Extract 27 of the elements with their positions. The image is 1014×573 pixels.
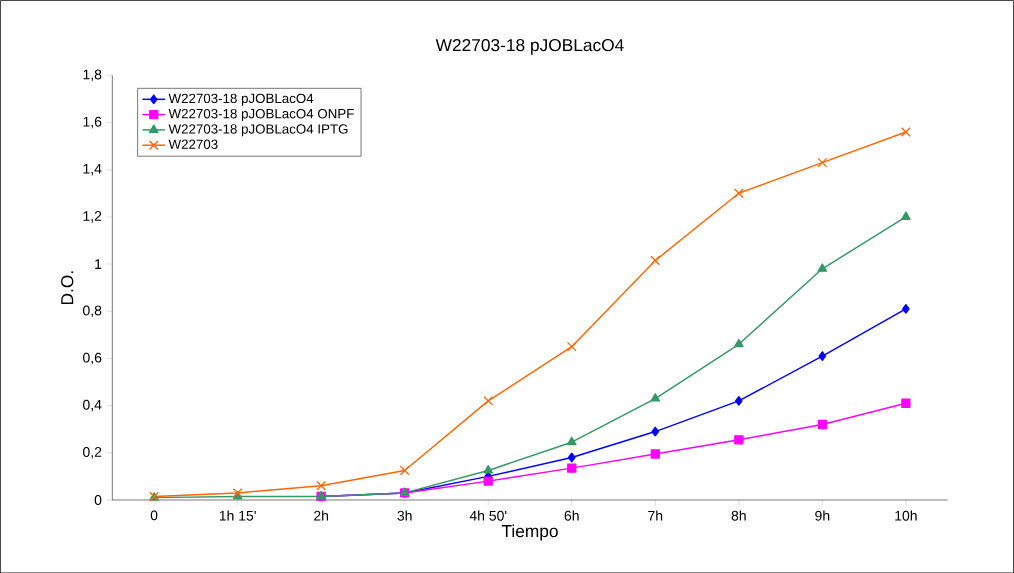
x-tick-label: 7h bbox=[648, 510, 663, 521]
legend-label: W22703 bbox=[168, 139, 218, 149]
x-tick-label: 8h bbox=[731, 510, 746, 521]
y-tick-label: 1 bbox=[95, 259, 102, 269]
x-tick-label: 10h bbox=[895, 510, 917, 521]
legend-label: W22703-18 pJOBLacO4 bbox=[168, 93, 314, 106]
y-axis-title: D.O. bbox=[61, 271, 74, 304]
y-tick-label: 1,4 bbox=[83, 163, 102, 176]
y-tick-label: 0,6 bbox=[83, 352, 102, 365]
x-tick-label: 4h 50' bbox=[469, 510, 507, 521]
x-tick-label: 2h bbox=[314, 510, 329, 521]
y-tick-label: 1,2 bbox=[83, 210, 102, 223]
legend-label: W22703-18 pJOBLacO4 ONPF bbox=[168, 108, 354, 121]
x-tick-label: 0 bbox=[150, 510, 158, 521]
y-tick-label: 1,8 bbox=[83, 69, 102, 81]
x-tick-label: 3h bbox=[397, 510, 412, 521]
y-tick-label: 0,8 bbox=[83, 305, 102, 317]
y-tick-label: 0 bbox=[94, 494, 102, 505]
x-tick-label: 1h 15' bbox=[219, 510, 256, 521]
y-tick-label: 1,6 bbox=[83, 116, 102, 129]
y-tick-label: 0,2 bbox=[83, 446, 102, 459]
chart-title: W22703-18 pJOBLacO4 bbox=[435, 38, 624, 55]
y-tick-label: 0,4 bbox=[83, 399, 102, 412]
legend-label: W22703-18 pJOBLacO4 IPTG bbox=[168, 124, 348, 137]
x-axis-title: Tiempo bbox=[501, 524, 558, 541]
x-tick-label: 9h bbox=[815, 510, 830, 521]
x-tick-label: 6h bbox=[564, 510, 579, 521]
